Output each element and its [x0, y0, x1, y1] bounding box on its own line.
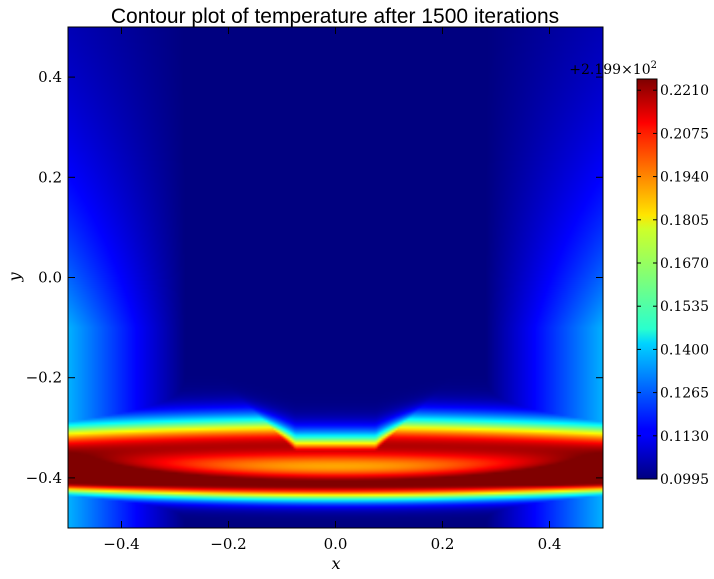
colorbar-tick-label: 0.0995: [660, 472, 709, 488]
colorbar-tick-label: 0.1400: [660, 342, 709, 358]
y-tick-label: −0.2: [26, 369, 62, 387]
x-tick-label: 0.0: [324, 535, 348, 553]
y-tick-label: 0.2: [38, 168, 62, 186]
colorbar-tick-label: 0.1940: [660, 170, 709, 186]
colorbar-offset-suffix: ×10: [621, 62, 651, 78]
y-tick-label: 0.4: [38, 68, 62, 86]
chart-title: Contour plot of temperature after 1500 i…: [111, 5, 559, 28]
colorbar-tick-label: 0.2075: [660, 126, 709, 142]
x-axis-label: x: [331, 554, 340, 573]
colorbar-gradient: [636, 78, 658, 480]
y-axis-ticks: −0.4 −0.2 0.0 0.2 0.4: [26, 68, 603, 487]
x-tick-label: −0.2: [210, 535, 246, 553]
colorbar-tick-label: 0.1805: [660, 213, 709, 229]
colorbar-offset-prefix: +2.199: [569, 62, 621, 78]
colorbar-offset: +2.199×102: [569, 60, 657, 78]
x-tick-label: 0.2: [431, 535, 455, 553]
colorbar-tick-label: 0.1265: [660, 386, 709, 402]
x-tick-label: 0.4: [538, 535, 562, 553]
colorbar-tick-label: 0.1670: [660, 256, 709, 272]
y-tick-label: −0.4: [26, 469, 62, 487]
colorbar-tick-label: 0.1130: [660, 429, 709, 445]
colorbar-tick-label: 0.1535: [660, 299, 709, 315]
colorbar-tick-label: 0.2210: [660, 83, 709, 99]
colorbar-offset-exponent: 2: [651, 60, 657, 71]
colorbar: 0.0995 0.1130 0.1265 0.1400 0.1535 0.1670 0.18…: [569, 60, 709, 488]
colorbar-ticks: 0.0995 0.1130 0.1265 0.1400 0.1535 0.1670 0.18…: [637, 83, 709, 488]
plot-area: −0.4 −0.2 0.0 0.2 0.4 −0.4 −0.2 0.0 0.2 0.4: [26, 26, 604, 553]
x-tick-label: −0.4: [103, 535, 139, 553]
y-axis-label: y: [5, 272, 24, 283]
temperature-field: [68, 27, 603, 528]
x-axis-ticks: −0.4 −0.2 0.0 0.2 0.4: [103, 27, 561, 553]
y-tick-label: 0.0: [38, 269, 62, 287]
